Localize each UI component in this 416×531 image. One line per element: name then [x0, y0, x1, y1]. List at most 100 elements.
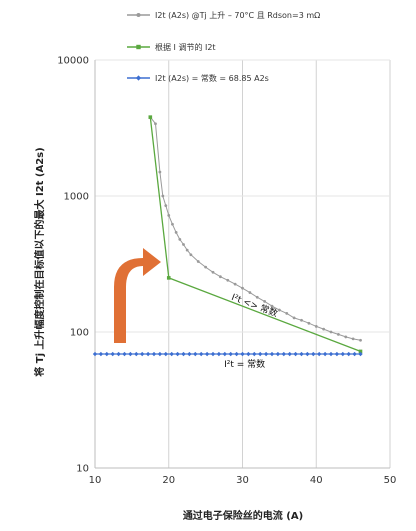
- data-point: [228, 351, 233, 357]
- data-point: [322, 327, 326, 331]
- data-point: [344, 335, 348, 339]
- data-point: [311, 351, 316, 357]
- legend-item: I2t (A2s) = 常数 = 68.85 A2s: [127, 73, 269, 83]
- data-point: [178, 237, 182, 241]
- x-axis-title: 通过电子保险丝的电流 (A): [183, 509, 303, 522]
- data-point: [193, 351, 198, 357]
- data-point: [148, 115, 153, 119]
- data-point: [263, 351, 269, 357]
- data-point: [241, 286, 244, 290]
- data-point: [359, 338, 362, 342]
- data-point: [334, 351, 340, 357]
- legend-label: 根据 I 调节的 I2t: [155, 42, 216, 52]
- data-point: [246, 351, 251, 357]
- data-point: [317, 351, 322, 357]
- data-point: [263, 299, 267, 303]
- data-point: [346, 351, 351, 357]
- data-point: [140, 351, 145, 357]
- data-point: [167, 214, 171, 217]
- data-point: [275, 351, 281, 357]
- data-point: [277, 308, 281, 312]
- annotation-constant: I²t = 常数: [224, 358, 265, 370]
- data-point: [328, 351, 334, 357]
- data-point: [151, 351, 157, 357]
- data-point: [122, 351, 127, 357]
- x-tick-label: 10: [89, 475, 102, 486]
- legend-marker: [136, 13, 141, 17]
- arrow-icon: [114, 248, 161, 343]
- data-point: [98, 351, 104, 357]
- data-point: [351, 337, 355, 341]
- data-point: [187, 351, 192, 357]
- data-point: [287, 351, 292, 357]
- y-tick-label: 100: [70, 328, 89, 339]
- x-tick-label: 40: [310, 475, 323, 486]
- data-point: [145, 351, 151, 357]
- data-point: [222, 351, 227, 357]
- y-tick-label: 10: [76, 464, 89, 475]
- series-line: [149, 117, 361, 353]
- series-2: [148, 115, 363, 354]
- x-tick-label: 30: [236, 475, 249, 486]
- data-point: [285, 312, 289, 315]
- data-point: [164, 204, 168, 207]
- data-point: [240, 351, 245, 357]
- data-point: [110, 351, 115, 357]
- data-point: [255, 295, 259, 299]
- data-point: [305, 351, 310, 357]
- legend: I2t (A2s) @Tj 上升 – 70°C 且 Rdson=3 mΩ 根据 I…: [127, 11, 320, 83]
- data-point: [174, 230, 178, 234]
- data-point: [154, 122, 157, 126]
- data-point: [175, 351, 180, 357]
- data-point: [258, 351, 263, 357]
- series-3: [92, 351, 363, 357]
- data-point: [322, 351, 328, 357]
- data-point: [358, 349, 363, 354]
- y-tick-label: 10000: [57, 56, 89, 67]
- legend-item: I2t (A2s) @Tj 上升 – 70°C 且 Rdson=3 mΩ: [127, 11, 320, 20]
- data-point: [161, 194, 165, 198]
- x-tick-label: 50: [384, 475, 397, 486]
- data-point: [299, 351, 304, 357]
- x-tick-label: 20: [162, 475, 175, 486]
- data-point: [163, 351, 168, 357]
- y-tick-label: 1000: [64, 192, 89, 203]
- data-point: [181, 351, 186, 357]
- data-point: [336, 333, 340, 336]
- data-point: [216, 351, 222, 357]
- data-point: [234, 351, 239, 357]
- data-point: [218, 275, 222, 279]
- data-point: [210, 351, 216, 357]
- arrow-shape: [114, 248, 161, 343]
- data-point: [182, 243, 185, 246]
- data-point: [166, 276, 171, 280]
- data-point: [340, 351, 345, 357]
- data-point: [185, 248, 189, 252]
- data-point: [92, 351, 98, 357]
- legend-marker: [136, 44, 141, 50]
- data-point: [300, 318, 303, 322]
- axes: 10 20 30 40 50 10 100 1000 10000: [57, 56, 396, 487]
- data-point: [158, 170, 162, 174]
- data-point: [270, 304, 274, 308]
- data-point: [352, 351, 357, 357]
- data-point: [116, 351, 121, 357]
- data-point: [314, 324, 318, 328]
- data-point: [292, 316, 296, 320]
- series-layer: [92, 115, 363, 357]
- legend-label: I2t (A2s) = 常数 = 68.85 A2s: [155, 73, 269, 83]
- data-point: [293, 351, 298, 357]
- y-axis-title: 将 Tj 上升幅度控制在目标值以下的最大 I2t (A2s): [33, 147, 46, 376]
- data-point: [204, 351, 210, 357]
- legend-item: 根据 I 调节的 I2t: [127, 42, 216, 52]
- data-point: [281, 351, 286, 357]
- data-point: [248, 291, 252, 294]
- data-point: [358, 351, 363, 357]
- data-point: [104, 351, 109, 357]
- data-point: [252, 351, 257, 357]
- legend-marker: [135, 75, 142, 81]
- data-point: [211, 270, 215, 274]
- data-point: [329, 330, 333, 334]
- data-point: [134, 351, 139, 357]
